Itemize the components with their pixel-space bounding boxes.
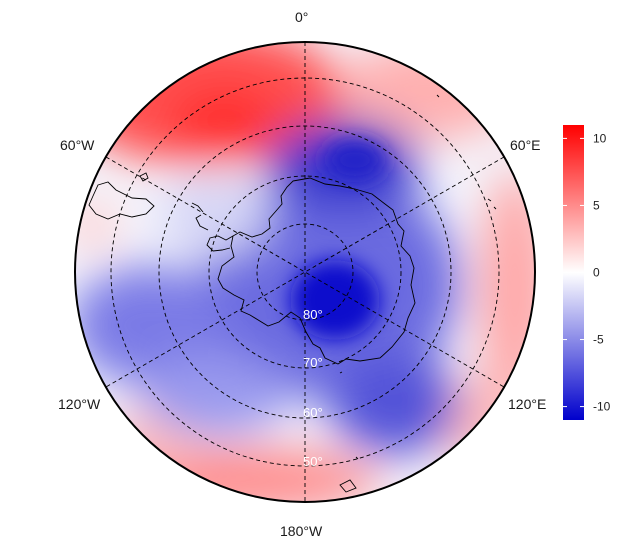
falkland-islands (139, 172, 149, 182)
new-zealand-island (339, 479, 357, 493)
meridian-label-0: 0° (295, 9, 309, 25)
meridian-label-120e: 120°E (508, 396, 547, 412)
colorbar-tick-label: 5 (593, 198, 600, 212)
parallel-label-60: 60° (303, 405, 323, 420)
parallel-label-70: 70° (303, 355, 323, 370)
meridian-label-60e: 60°E (510, 137, 541, 153)
colorbar-ticks: 10 5 0 -5 -10 (563, 131, 611, 414)
map-border (74, 41, 536, 503)
south-america-tip (88, 181, 155, 220)
coastlines (88, 94, 497, 493)
small-islands (339, 94, 497, 460)
colorbar-tick-label: 0 (593, 266, 600, 280)
colorbar-tick-label: 10 (593, 131, 607, 145)
anomaly-field (75, 42, 535, 502)
parallel-label-50: 50° (303, 454, 323, 469)
colorbar: 10 5 0 -5 -10 (563, 125, 611, 420)
antarctica-coastline (217, 177, 416, 365)
parallel-label-80: 80° (303, 307, 323, 322)
graticule (105, 42, 505, 502)
meridian-label-60w: 60°W (60, 137, 95, 153)
meridian-label-120w: 120°W (58, 396, 101, 412)
peninsula-islands (191, 202, 209, 231)
colorbar-gradient (563, 125, 584, 420)
colorbar-tick-label: -10 (593, 400, 611, 414)
colorbar-tick-label: -5 (593, 333, 604, 347)
meridian-label-180w: 180°W (280, 523, 323, 539)
antarctic-peninsula (206, 235, 234, 252)
